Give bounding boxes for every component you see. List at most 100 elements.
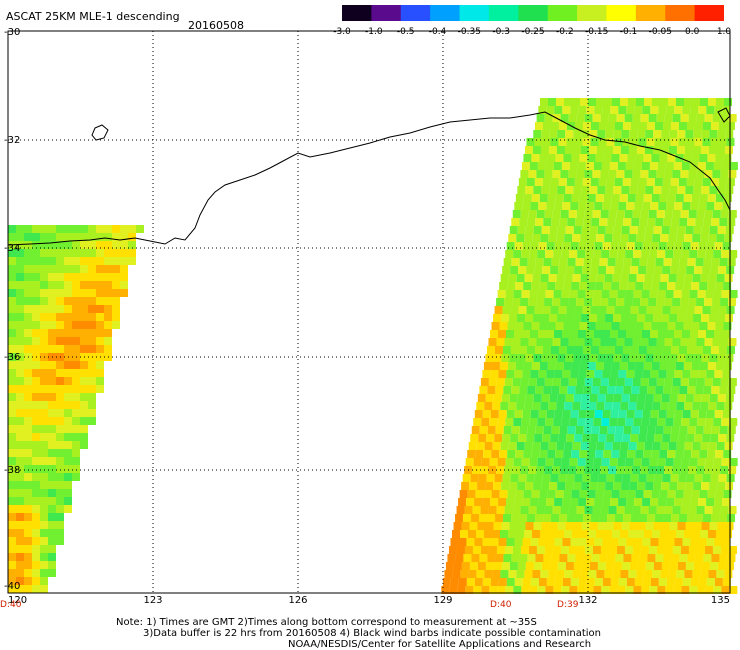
swath-cell [586,106,595,114]
swath-cell [686,434,695,442]
swath-cell [16,257,24,265]
swath-cell [625,586,634,594]
swath-cell [570,202,579,210]
swath-cell [474,538,483,546]
swath-cell [610,498,619,506]
swath-cell [32,257,40,265]
swath-cell [588,402,597,410]
swath-cell [8,257,16,265]
swath-cell [32,433,40,441]
swath-cell [581,130,590,138]
swath-cell [483,362,492,370]
swath-cell [694,474,703,482]
swath-cell [517,394,526,402]
swath-cell [16,489,24,497]
swath-cell [674,370,683,378]
swath-cell [634,106,643,114]
swath-cell [692,274,701,282]
swath-cell [64,457,72,465]
swath-cell [128,241,136,249]
swath-cell [674,578,683,586]
swath-cell [629,562,638,570]
swath-cell [575,514,584,522]
swath-cell [629,226,638,234]
swath-cell [637,314,646,322]
swath-cell [620,530,628,538]
swath-cell [32,313,40,321]
swath-cell [688,378,697,386]
swath-cell [623,554,632,562]
swath-cell [624,114,633,122]
swath-cell [630,306,639,314]
swath-cell [724,570,733,578]
swath-cell [586,498,595,506]
swath-cell [48,329,56,337]
swath-cell [717,522,726,530]
swath-cell [487,514,496,522]
swath-cell [605,186,614,194]
swath-cell [593,586,602,594]
swath-cell [547,322,556,330]
swath-cell [714,106,723,114]
swath-cell [705,250,714,258]
swath-cell [96,249,104,257]
swath-cell [558,266,567,274]
swath-cell [582,178,591,186]
swath-cell [524,146,533,154]
swath-cell [728,338,737,346]
swath-cell [640,298,649,306]
swath-cell [8,329,16,337]
swath-cell [680,210,689,218]
swath-cell [581,562,590,570]
swath-cell [490,538,499,546]
swath-cell [562,578,571,586]
swath-cell [72,265,80,273]
swath-cell [726,178,735,186]
swath-cell [514,498,523,506]
swath-cell [720,210,729,218]
swath-cell [643,450,652,458]
swath-cell [72,385,80,393]
swath-cell [681,250,690,258]
swath-cell [529,250,538,258]
swath-cell [510,306,519,314]
swath-cell [566,434,575,442]
swath-cell [538,202,547,210]
swath-cell [492,530,500,538]
swath-cell [80,377,88,385]
swath-cell [542,122,551,130]
swath-cell [72,313,80,321]
swath-cell [549,186,558,194]
swath-cell [720,506,729,514]
swath-cell [703,554,712,562]
swath-cell [561,586,570,594]
swath-cell [682,330,690,338]
swath-cell [719,258,728,266]
swath-cell [625,458,634,466]
swath-cell [40,561,48,569]
swath-cell [622,474,631,482]
swath-cell [576,378,585,386]
swath-cell [523,282,532,290]
swath-cell [595,194,604,202]
swath-cell [624,338,633,346]
swath-cell [678,306,687,314]
swath-cell [539,322,548,330]
swath-cell [672,210,681,218]
swath-cell [582,306,591,314]
swath-cell [497,586,506,594]
swath-cell [703,386,712,394]
swath-cell [562,242,571,250]
swath-cell [700,442,709,450]
swath-cell [683,282,692,290]
swath-cell [517,186,526,194]
swath-cell [567,386,576,394]
swath-cell [455,554,464,562]
swath-cell [24,377,32,385]
swath-cell [535,258,544,266]
swath-cell [607,426,616,434]
swath-cell [72,401,80,409]
swath-cell [72,345,80,353]
swath-cell [728,170,737,178]
swath-cell [40,257,48,265]
